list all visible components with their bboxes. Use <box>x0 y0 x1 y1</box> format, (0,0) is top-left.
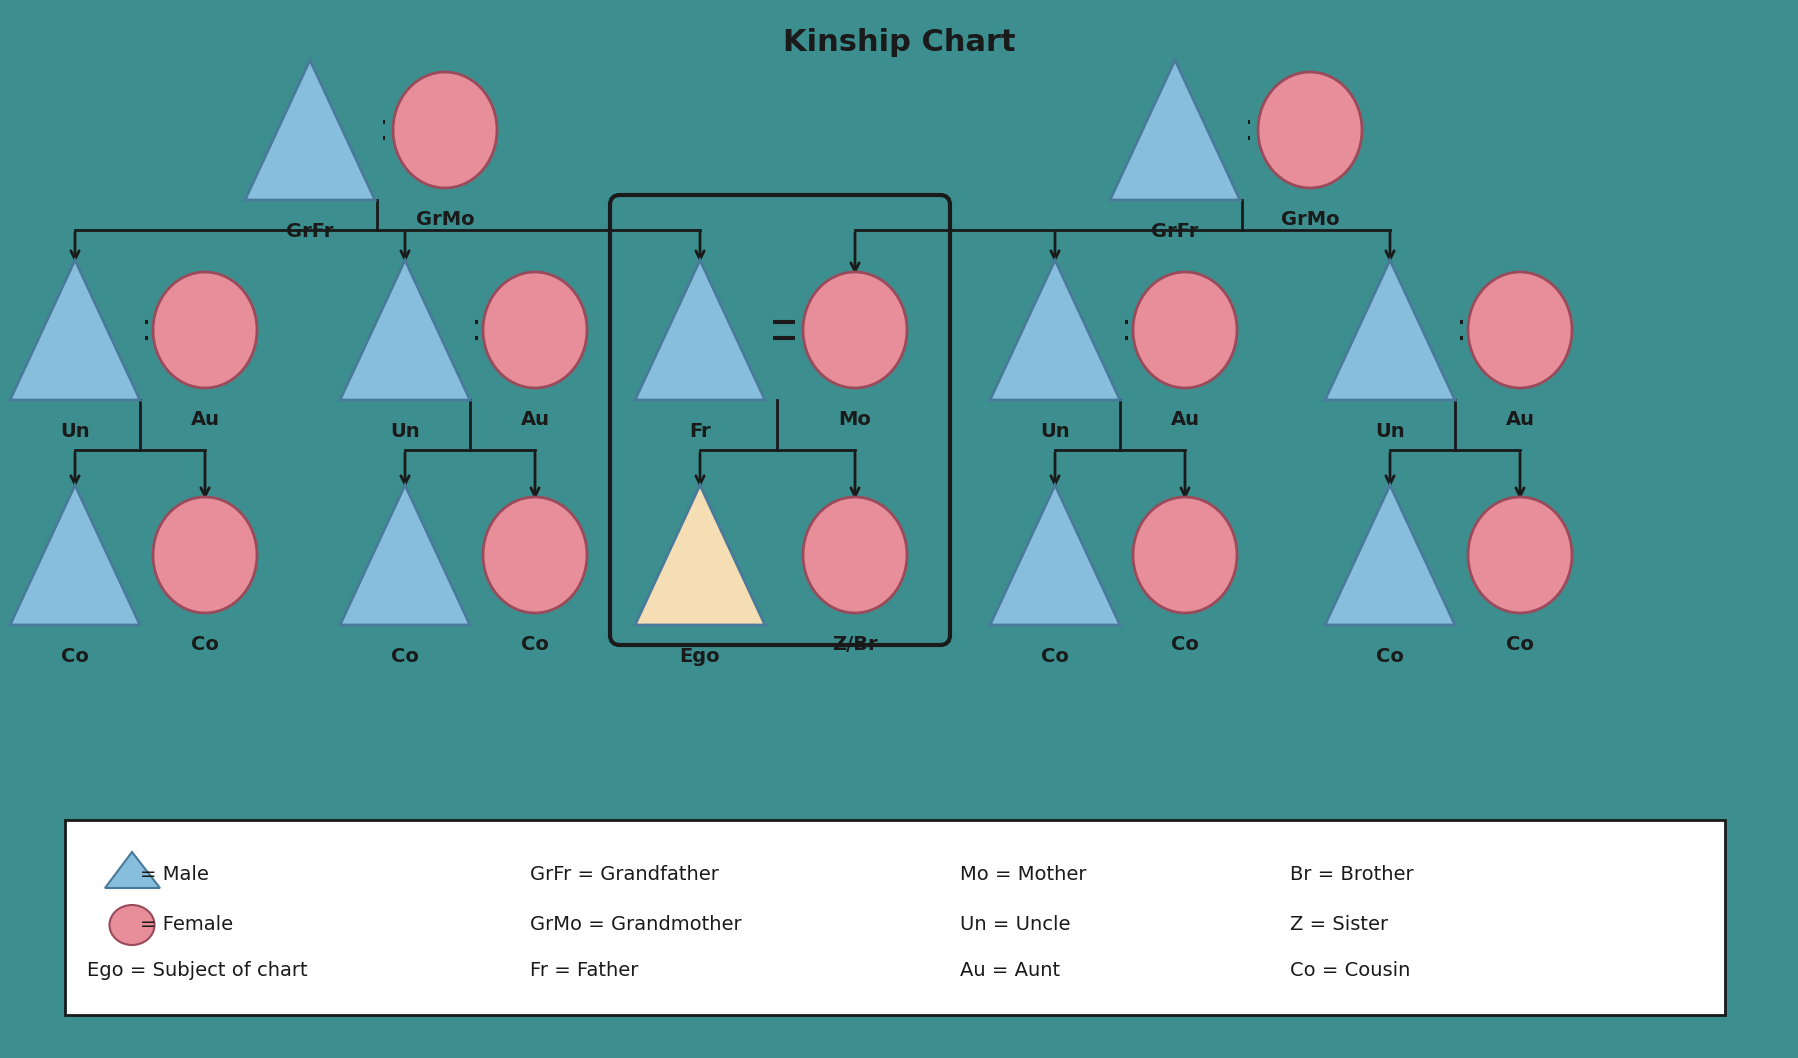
Text: Un: Un <box>59 422 90 441</box>
Polygon shape <box>635 485 764 625</box>
Text: Au = Aunt: Au = Aunt <box>960 961 1061 980</box>
Text: Au: Au <box>520 411 550 428</box>
Text: Au: Au <box>1170 411 1199 428</box>
Polygon shape <box>991 260 1120 400</box>
Polygon shape <box>1325 260 1455 400</box>
Polygon shape <box>11 260 140 400</box>
Text: GrFr: GrFr <box>286 222 334 241</box>
Text: Un: Un <box>1375 422 1404 441</box>
Text: Fr: Fr <box>689 422 710 441</box>
Text: Au: Au <box>1505 411 1534 428</box>
Text: Un: Un <box>390 422 419 441</box>
Text: = Male: = Male <box>140 865 209 884</box>
Text: Mo = Mother: Mo = Mother <box>960 865 1086 884</box>
Polygon shape <box>1109 60 1241 200</box>
Ellipse shape <box>1467 497 1571 613</box>
Polygon shape <box>340 260 469 400</box>
Text: Z/Br: Z/Br <box>832 635 877 654</box>
Text: Co: Co <box>390 647 419 665</box>
Text: Co: Co <box>1170 635 1199 654</box>
Ellipse shape <box>484 497 586 613</box>
Polygon shape <box>104 852 160 888</box>
Text: Co: Co <box>191 635 219 654</box>
Polygon shape <box>1325 485 1455 625</box>
Ellipse shape <box>394 72 496 188</box>
Ellipse shape <box>1133 497 1237 613</box>
FancyBboxPatch shape <box>65 820 1724 1015</box>
Text: Mo: Mo <box>838 411 872 428</box>
Text: GrMo = Grandmother: GrMo = Grandmother <box>530 915 741 934</box>
Text: Un: Un <box>1041 422 1070 441</box>
Ellipse shape <box>804 272 906 388</box>
Text: Co: Co <box>521 635 548 654</box>
Text: GrFr: GrFr <box>1151 222 1199 241</box>
Text: GrFr = Grandfather: GrFr = Grandfather <box>530 865 719 884</box>
Text: Ego: Ego <box>680 647 721 665</box>
Text: Co: Co <box>1041 647 1070 665</box>
Text: Co: Co <box>61 647 88 665</box>
Ellipse shape <box>110 905 155 945</box>
Polygon shape <box>11 485 140 625</box>
Polygon shape <box>245 60 376 200</box>
Text: Co = Cousin: Co = Cousin <box>1289 961 1410 980</box>
Text: Un = Uncle: Un = Uncle <box>960 915 1070 934</box>
Text: Co: Co <box>1375 647 1404 665</box>
Text: Fr = Father: Fr = Father <box>530 961 638 980</box>
Text: = Female: = Female <box>140 915 234 934</box>
Polygon shape <box>340 485 469 625</box>
Ellipse shape <box>804 497 906 613</box>
Ellipse shape <box>1467 272 1571 388</box>
Ellipse shape <box>1259 72 1363 188</box>
Text: Br = Brother: Br = Brother <box>1289 865 1413 884</box>
Ellipse shape <box>153 272 257 388</box>
Polygon shape <box>635 260 764 400</box>
Text: GrMo: GrMo <box>415 209 475 229</box>
Text: Co: Co <box>1507 635 1534 654</box>
Text: Ego = Subject of chart: Ego = Subject of chart <box>86 961 307 980</box>
Text: GrMo: GrMo <box>1280 209 1340 229</box>
Ellipse shape <box>1133 272 1237 388</box>
Ellipse shape <box>153 497 257 613</box>
Ellipse shape <box>484 272 586 388</box>
Text: Au: Au <box>191 411 219 428</box>
Polygon shape <box>991 485 1120 625</box>
Text: Z = Sister: Z = Sister <box>1289 915 1388 934</box>
Text: Kinship Chart: Kinship Chart <box>782 28 1016 57</box>
